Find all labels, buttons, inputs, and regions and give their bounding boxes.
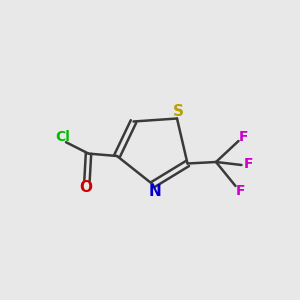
Text: N: N xyxy=(148,184,161,199)
Text: Cl: Cl xyxy=(55,130,70,144)
Text: F: F xyxy=(236,184,246,198)
Text: F: F xyxy=(239,130,249,144)
Text: S: S xyxy=(172,104,183,119)
Text: O: O xyxy=(79,180,92,195)
Text: F: F xyxy=(243,158,253,171)
